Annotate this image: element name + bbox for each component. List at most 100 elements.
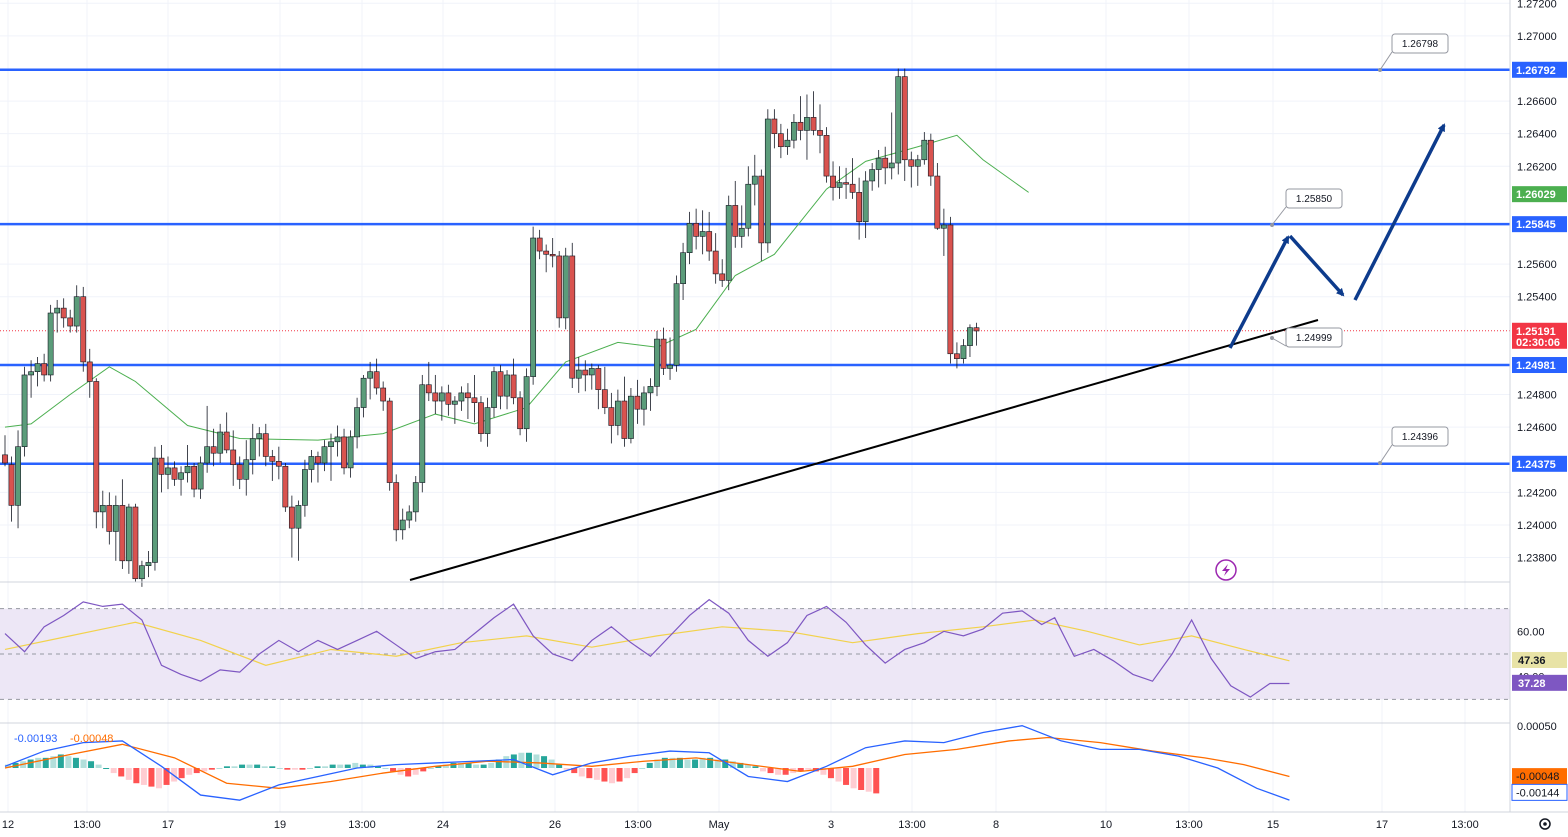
candle	[99, 490, 106, 529]
candle	[530, 226, 537, 385]
candle	[536, 229, 543, 260]
macd-histogram-bar	[692, 759, 699, 768]
candle	[360, 374, 367, 418]
candle	[954, 342, 960, 369]
macd-histogram-bar	[639, 768, 646, 769]
price-callouts[interactable]: 1.26798 1.25850 1.24999 1.24396	[1270, 33, 1449, 465]
macd-histogram-bar	[57, 754, 64, 768]
time-tick: 15	[1267, 819, 1279, 831]
candle	[732, 180, 739, 248]
price-callout[interactable]: 1.24396	[1378, 426, 1449, 465]
price-tick: 1.26200	[1517, 161, 1557, 173]
axis-tag: 1.26792	[1512, 61, 1567, 78]
trendline[interactable]	[409, 319, 1319, 581]
candle	[93, 378, 100, 529]
candle	[223, 412, 230, 454]
macd-histogram-bar	[835, 768, 842, 782]
candle	[888, 112, 895, 180]
macd-histogram-bar	[541, 756, 548, 768]
macd-histogram-bar	[269, 766, 276, 768]
svg-text:47.36: 47.36	[1518, 655, 1546, 667]
macd-histogram-bar	[420, 768, 427, 772]
candle	[927, 133, 934, 186]
macd-histogram-bar	[601, 768, 608, 782]
candle	[165, 456, 171, 490]
candle	[562, 247, 569, 330]
macd-histogram-bar	[125, 768, 132, 780]
candle	[556, 251, 563, 328]
candle	[764, 109, 771, 253]
callout-label: 1.24999	[1296, 333, 1333, 344]
axis-tag: 37.28	[1512, 674, 1567, 691]
lightning-icon[interactable]	[1215, 559, 1237, 581]
candle	[438, 386, 445, 421]
settings-gear-icon[interactable]	[1539, 818, 1551, 830]
candle	[660, 327, 667, 375]
candle	[693, 208, 700, 250]
price-tick: 1.23800	[1517, 553, 1557, 565]
price-callout[interactable]: 1.25850	[1270, 188, 1343, 227]
candle	[934, 163, 941, 230]
macd-histogram-bar	[518, 752, 525, 768]
axis-tag: 1.24981	[1512, 357, 1567, 374]
axis-tag: 47.36	[1512, 651, 1567, 668]
candle	[80, 286, 87, 372]
candle	[654, 330, 660, 397]
macd-histogram-bar	[820, 768, 827, 775]
price-callout[interactable]: 1.26798	[1378, 33, 1449, 72]
macd-histogram-bar	[654, 759, 661, 768]
candle	[112, 495, 119, 561]
time-tick: 26	[549, 819, 561, 831]
macd-histogram-bar	[435, 766, 442, 768]
macd-histogram-bar	[276, 768, 283, 769]
drawings[interactable]	[409, 123, 1446, 581]
candle	[869, 163, 876, 191]
price-callout[interactable]: 1.24999	[1270, 327, 1343, 348]
horizontal-levels[interactable]	[0, 68, 1510, 466]
macd-histogram-bar	[110, 768, 117, 774]
candle	[282, 462, 289, 512]
candle	[425, 361, 432, 402]
callout-label: 1.25850	[1296, 194, 1333, 205]
time-tick: May	[709, 819, 730, 831]
time-tick: 13:00	[348, 819, 376, 831]
macd-histogram-bar	[5, 764, 11, 768]
candle	[262, 423, 269, 467]
macd-histogram-bar	[344, 764, 351, 768]
macd-histogram-bar	[616, 768, 623, 782]
candle	[125, 503, 132, 574]
candle	[738, 205, 745, 248]
macd-histogram-bar	[850, 768, 857, 789]
candle	[628, 388, 634, 444]
projection-arrow[interactable]	[1228, 235, 1290, 349]
macd-histogram-bar	[873, 768, 880, 794]
svg-text:1.26792: 1.26792	[1516, 65, 1556, 77]
moving-average	[4, 134, 1029, 441]
macd-histogram-bar	[239, 764, 246, 768]
projection-arrow[interactable]	[1288, 234, 1345, 297]
macd-histogram-bar	[427, 768, 434, 769]
candle	[373, 358, 380, 395]
candle	[367, 361, 374, 400]
candle	[856, 177, 863, 240]
projection-arrow[interactable]	[1353, 123, 1446, 301]
macd-histogram-bar	[782, 768, 789, 775]
macd-histogram-bar	[390, 768, 397, 772]
rsi-line	[4, 598, 1290, 698]
macd-histogram-bar	[291, 768, 298, 770]
candle	[745, 166, 752, 237]
candle	[614, 389, 621, 436]
candle	[784, 128, 791, 155]
svg-text:1.26029: 1.26029	[1516, 189, 1556, 201]
candle	[823, 127, 830, 183]
time-tick: 10	[1100, 819, 1112, 831]
candle	[725, 195, 732, 291]
candle	[549, 238, 556, 268]
price-axis[interactable]: 1.27200 1.27000 1.26600 1.26400 1.26200 1.256…	[1517, 0, 1557, 565]
macd-line	[4, 725, 1290, 801]
svg-text:-0.00144: -0.00144	[1516, 787, 1559, 799]
time-axis[interactable]: 12 13:00 17 19 13:00 24 26 13:00 May 3 13:00 8 10 13:…	[2, 819, 1479, 831]
